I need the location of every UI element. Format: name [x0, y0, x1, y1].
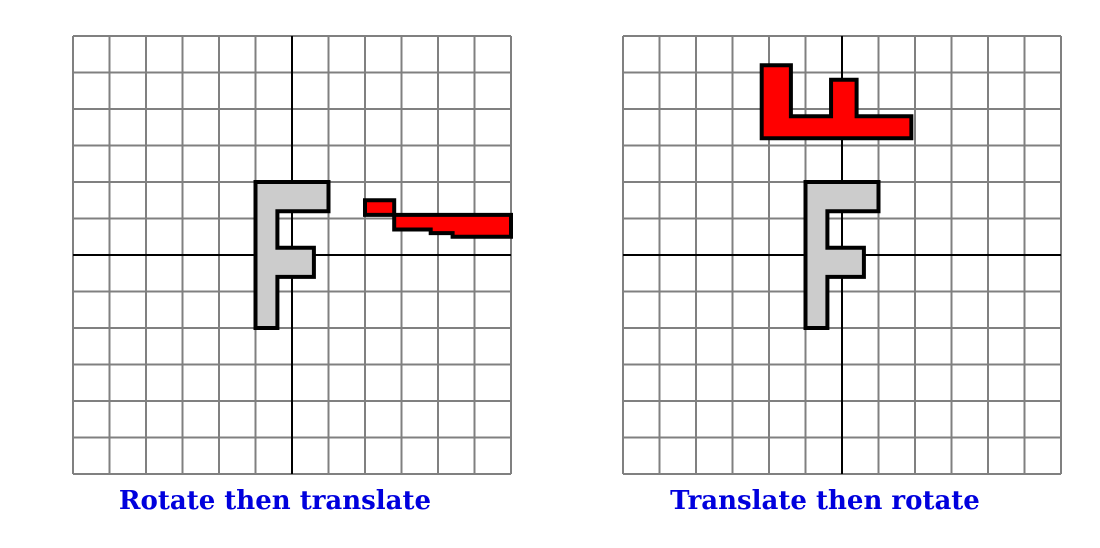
transformed-f-shape: [363, 198, 513, 239]
transformed-f-shape: [759, 63, 914, 141]
panel-translate-then-rotate: Translate then rotate: [550, 0, 1100, 548]
coordinate-grid: [622, 35, 1062, 475]
original-f-shape: [253, 180, 331, 330]
original-f-shape: [803, 180, 881, 330]
panel-caption: Translate then rotate: [670, 486, 980, 516]
panel-caption: Rotate then translate: [118, 486, 432, 516]
panel-rotate-then-translate: Rotate then translate: [72, 35, 513, 516]
coordinate-grid: [72, 35, 513, 475]
